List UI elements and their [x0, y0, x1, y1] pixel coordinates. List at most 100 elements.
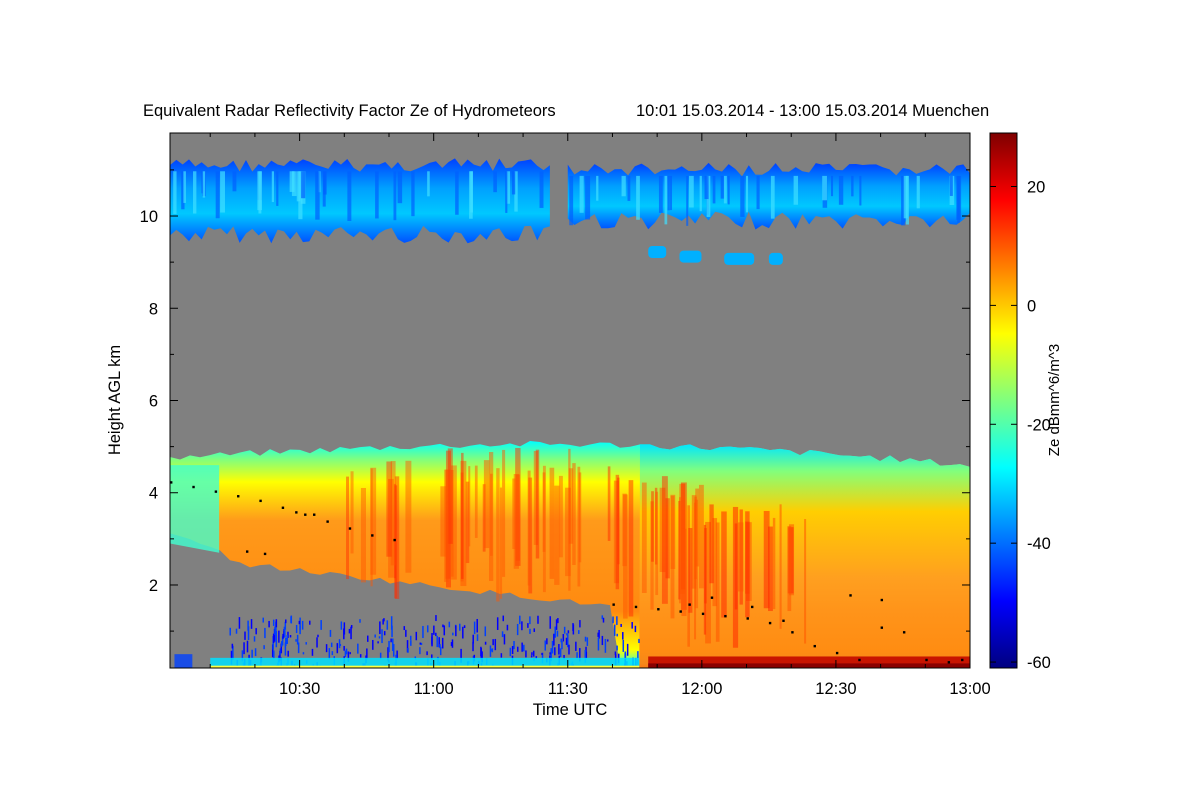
clutter-pixel — [409, 635, 412, 640]
clutter-pixel — [624, 651, 627, 659]
convective-streak — [533, 450, 539, 545]
convective-streak — [655, 491, 659, 596]
clutter-pixel — [501, 631, 504, 638]
cirrus-streak — [957, 175, 960, 223]
clutter-pixel — [443, 625, 446, 636]
clutter-pixel — [285, 619, 287, 624]
cirrus-streak — [723, 175, 727, 204]
convective-streak — [763, 510, 770, 609]
clutter-pixel — [613, 624, 616, 636]
clutter-pixel — [555, 619, 558, 630]
clutter-pixel — [244, 631, 246, 640]
cirrus-streak — [393, 171, 397, 221]
cloud-base-dot — [295, 511, 298, 514]
cirrus-streak — [579, 175, 584, 213]
x-tick-label: 11:30 — [548, 680, 588, 698]
clutter-pixel — [284, 642, 287, 656]
clutter-pixel — [554, 647, 556, 656]
x-axis: 10:30 11:00 11:30 12:00 12:30 13:00 — [209, 133, 991, 698]
clutter-pixel — [350, 626, 352, 640]
cloud-base-dot — [710, 596, 714, 599]
convective-streak — [768, 526, 773, 612]
cirrus-streak — [411, 171, 415, 217]
cirrus-streak — [493, 171, 497, 193]
clutter-pixel — [562, 633, 565, 642]
clutter-pixel — [530, 655, 533, 658]
clutter-pixel — [556, 630, 559, 637]
cirrus-streak — [375, 171, 379, 219]
convective-streak — [490, 473, 493, 556]
convective-streak — [542, 472, 546, 552]
clutter-pixel — [372, 639, 374, 650]
clutter-pixel — [295, 639, 297, 642]
plot-area: 10:30 11:00 11:30 12:00 12:30 13:00 2 4 6 8 10 — [140, 132, 991, 698]
clutter-pixel — [602, 617, 605, 623]
y-axis: 2 4 6 8 10 — [140, 169, 970, 632]
clutter-pixel — [232, 645, 234, 660]
convective-streak — [698, 484, 704, 589]
colorbar-tick-label: -40 — [1027, 535, 1051, 553]
clutter-pixel — [572, 624, 575, 635]
cirrus-streak — [949, 175, 953, 196]
cirrus-streak — [506, 171, 511, 204]
clutter-pixel — [316, 637, 318, 648]
clutter-pixel — [317, 634, 319, 638]
clutter-pixel — [283, 626, 286, 631]
clutter-pixel — [578, 630, 580, 634]
convective-streak — [535, 449, 540, 559]
cirrus-streak — [720, 175, 725, 199]
clutter-pixel — [494, 638, 497, 651]
convective-streak — [465, 481, 470, 564]
clutter-pixel — [426, 651, 428, 656]
clutter-pixel — [271, 644, 274, 658]
cloud-base-dot — [724, 614, 727, 618]
convective-streak — [709, 504, 714, 584]
cloud-base-dot — [791, 631, 794, 634]
convective-streak — [772, 517, 776, 610]
clutter-pixel — [527, 623, 529, 628]
clutter-pixel — [390, 638, 392, 643]
clutter-pixel — [484, 641, 487, 645]
clutter-pixel — [231, 643, 234, 649]
clutter-pixel — [386, 620, 389, 630]
clutter-pixel — [390, 616, 393, 630]
clutter-pixel — [238, 617, 241, 629]
clutter-pixel — [419, 647, 421, 655]
chart-time-range: 10:01 15.03.2014 - 13:00 15.03.2014 Muen… — [636, 102, 989, 120]
clutter-pixel — [388, 640, 390, 653]
convective-streak — [650, 501, 654, 610]
convective-streak — [613, 480, 620, 584]
cloud-base-markers — [170, 481, 964, 664]
y-axis-label: Height AGL km — [106, 345, 124, 455]
clutter-pixel — [638, 638, 640, 644]
clutter-pixel — [331, 651, 334, 656]
clutter-pixel — [541, 652, 543, 656]
convective-streak — [622, 493, 627, 567]
convective-streak — [732, 506, 739, 648]
clutter-pixel — [597, 632, 599, 637]
clutter-pixel — [284, 630, 286, 638]
clutter-pixel — [378, 636, 381, 639]
convective-streak — [694, 502, 697, 640]
clutter-pixel — [305, 642, 307, 645]
convective-streak — [515, 474, 520, 561]
cirrus-streak — [315, 171, 320, 220]
convective-streak — [542, 465, 546, 593]
clutter-pixel — [506, 624, 509, 631]
cirrus-streak — [427, 171, 430, 197]
cirrus-streak — [193, 171, 197, 214]
clutter-pixel — [622, 639, 625, 652]
clutter-pixel — [558, 644, 560, 655]
clutter-pixel — [616, 616, 618, 625]
convective-streak — [451, 465, 457, 580]
clutter-pixel — [359, 654, 362, 658]
convective-streak — [712, 518, 718, 607]
clutter-pixel — [553, 633, 555, 646]
convective-streak — [681, 528, 687, 617]
clutter-pixel — [601, 615, 604, 620]
convective-streak — [607, 466, 611, 541]
convective-streak — [549, 467, 555, 579]
clutter-pixel — [285, 637, 287, 647]
cloud-base-dot — [746, 617, 749, 620]
convective-streak — [678, 500, 681, 600]
